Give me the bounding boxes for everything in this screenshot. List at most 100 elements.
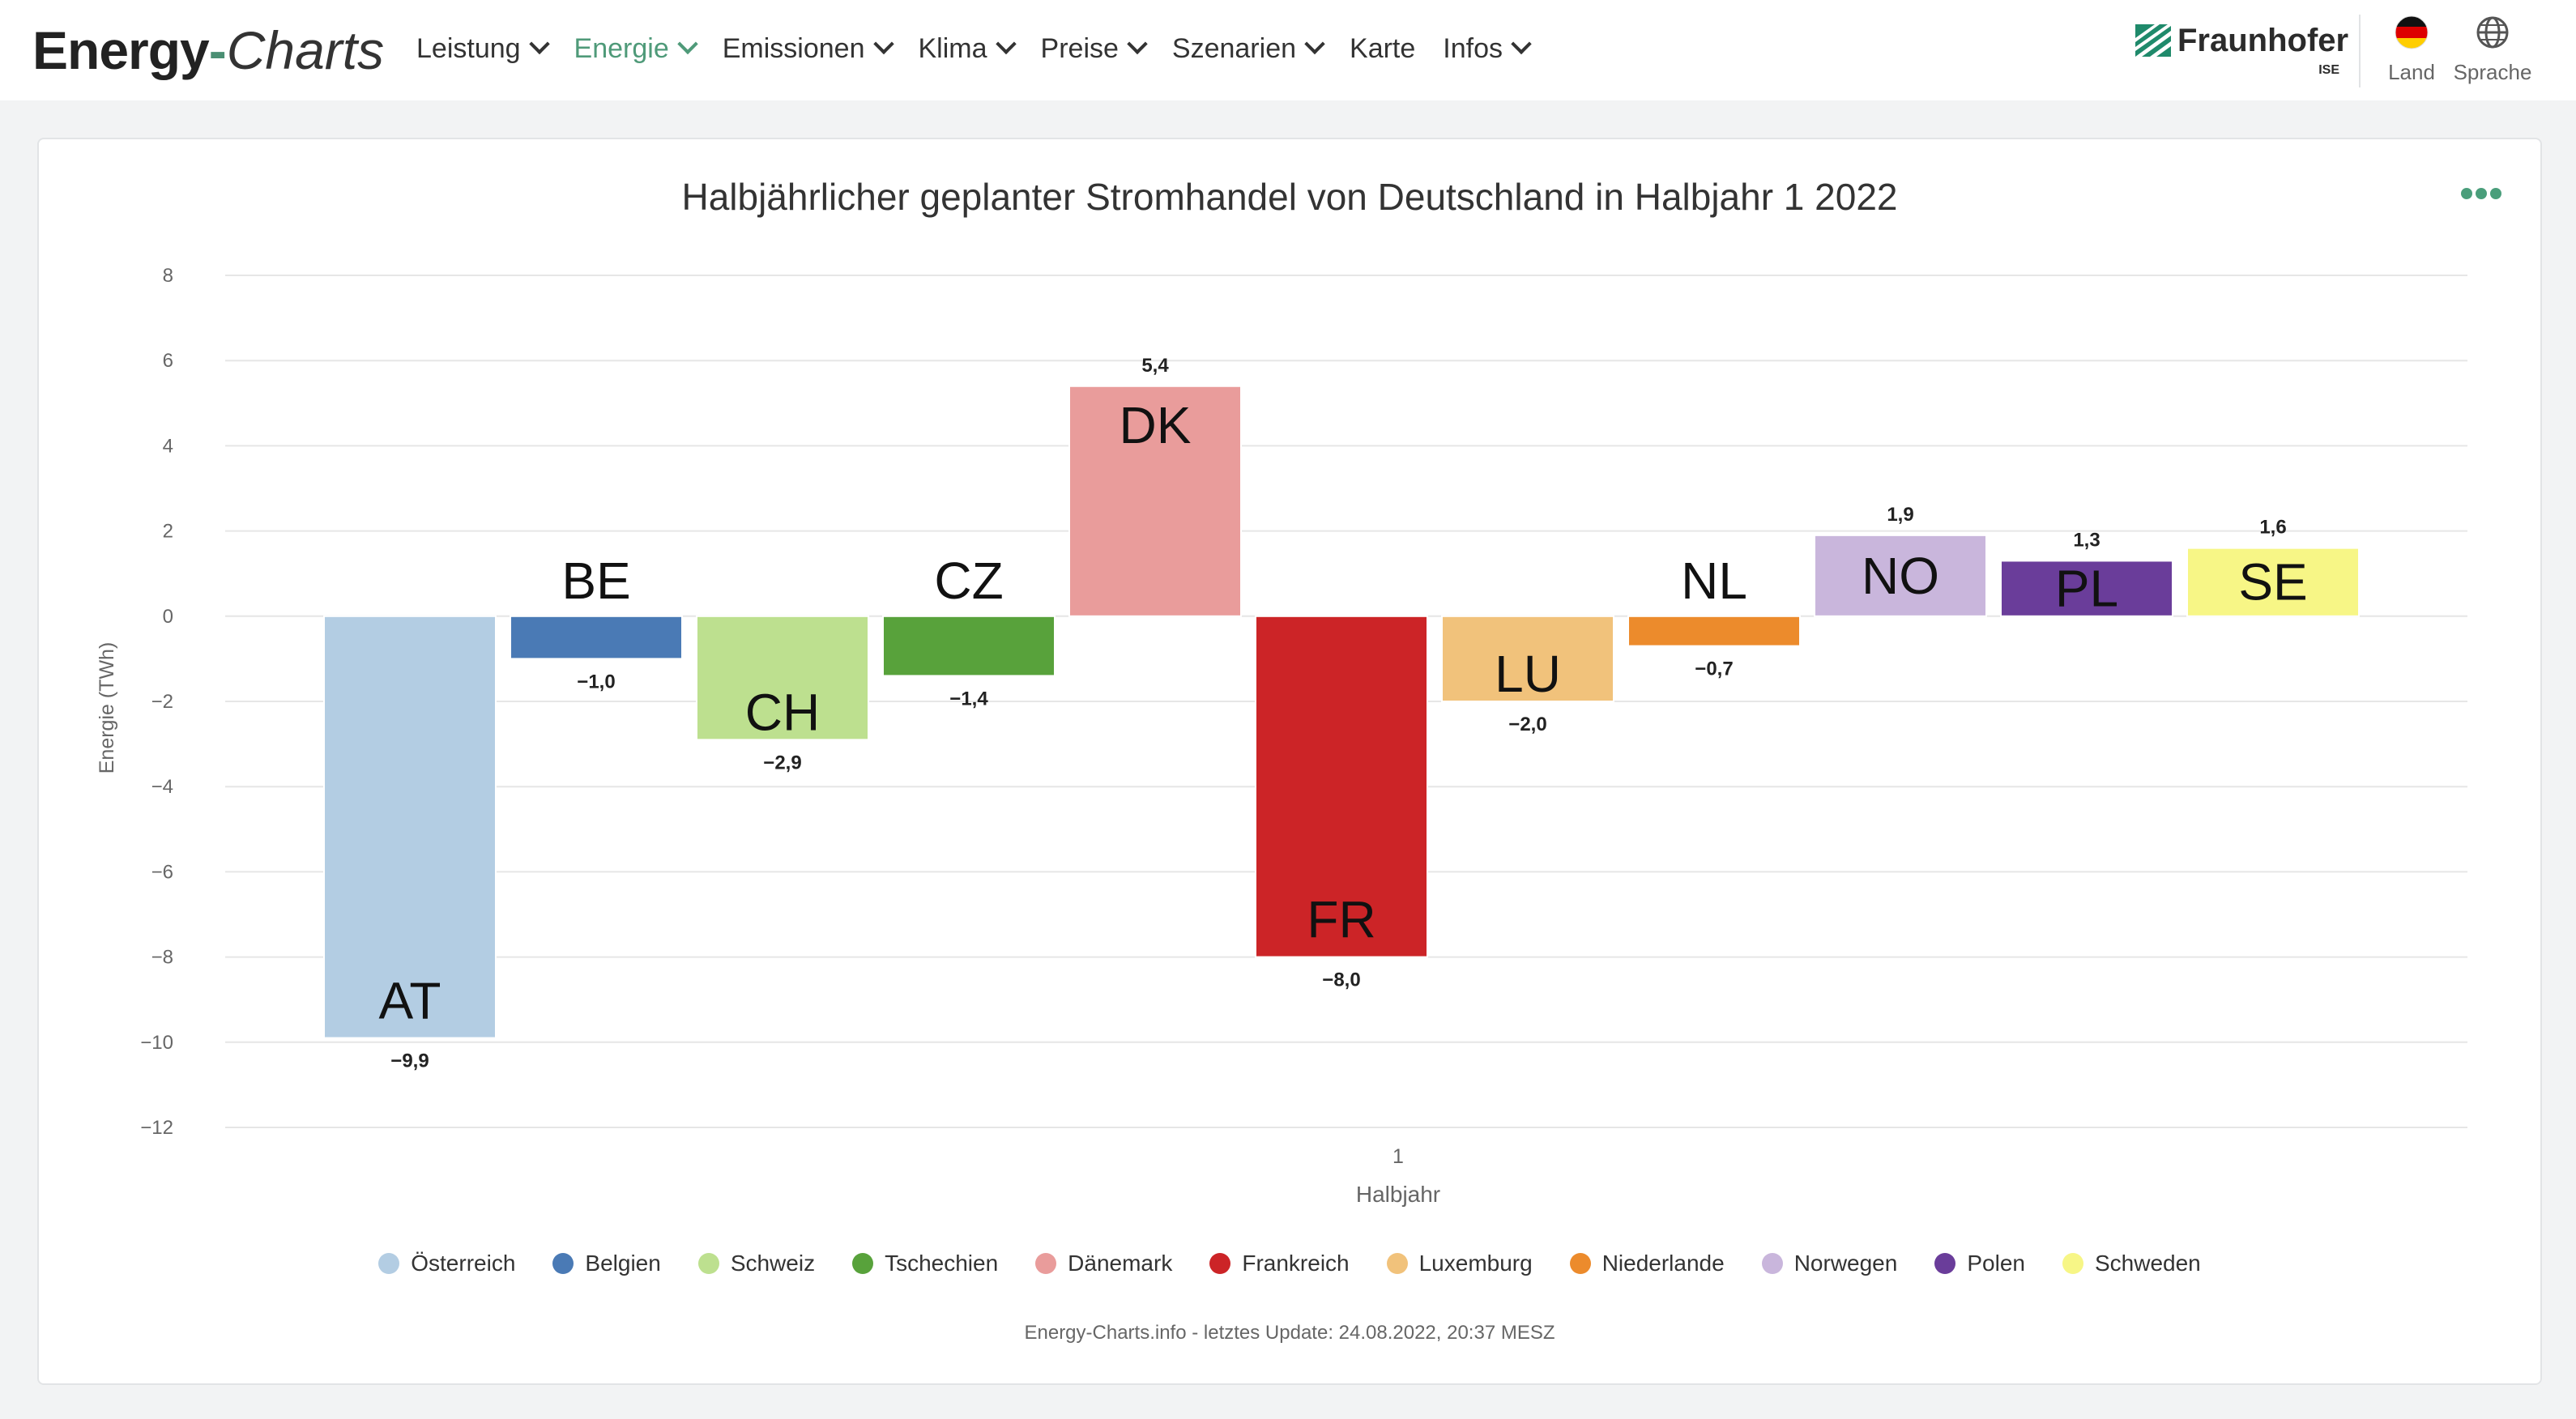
legend-marker xyxy=(2062,1253,2083,1274)
legend-label: Frankreich xyxy=(1242,1251,1350,1276)
bar-fr[interactable] xyxy=(1255,615,1428,958)
data-label: 1,6 xyxy=(2259,517,2286,539)
legend-label: Polen xyxy=(1967,1251,2025,1276)
legend-item-be[interactable]: Belgien xyxy=(552,1251,661,1276)
y-tick-label: 2 xyxy=(163,521,173,543)
bar-be[interactable] xyxy=(510,615,683,660)
nav-item-infos[interactable]: Infos xyxy=(1443,32,1532,65)
bar-dk[interactable] xyxy=(1068,385,1242,617)
nav-item-label: Infos xyxy=(1443,32,1503,64)
main-menu: Leistung Energie Emissionen Klima Preise Szen… xyxy=(416,24,1532,73)
dot-icon xyxy=(2476,188,2487,199)
legend-item-pl[interactable]: Polen xyxy=(1934,1251,2025,1276)
brand-part-1: Energy xyxy=(32,20,210,80)
nav-item-label: Preise xyxy=(1040,32,1119,64)
legend-marker xyxy=(1209,1253,1231,1274)
legend-item-fr[interactable]: Frankreich xyxy=(1209,1251,1350,1276)
x-axis-title: Halbjahr xyxy=(1356,1182,1440,1207)
y-tick-label: −2 xyxy=(151,691,173,713)
legend-item-dk[interactable]: Dänemark xyxy=(1035,1251,1172,1276)
country-code-label: CZ xyxy=(934,552,1003,610)
bar-cz[interactable] xyxy=(882,615,1056,677)
data-label: 1,9 xyxy=(1887,504,1913,526)
nav-item-emissionen[interactable]: Emissionen xyxy=(723,33,894,65)
data-label: −2,0 xyxy=(1508,714,1546,735)
nav-item-label: Leistung xyxy=(416,32,521,64)
legend-marker xyxy=(1386,1253,1408,1274)
legend-item-ch[interactable]: Schweiz xyxy=(697,1251,815,1276)
dot-icon xyxy=(2461,188,2472,199)
country-button[interactable]: Land xyxy=(2367,15,2456,87)
y-tick-label: −10 xyxy=(140,1032,173,1054)
country-code-label: NL xyxy=(1681,552,1747,610)
legend-label: Niederlande xyxy=(1601,1251,1725,1276)
bar-se[interactable] xyxy=(2186,547,2360,617)
nav-item-leistung[interactable]: Leistung xyxy=(416,32,550,65)
data-label: −2,9 xyxy=(763,752,801,773)
nav-item-szenarien[interactable]: Szenarien xyxy=(1172,33,1325,65)
brand-logo[interactable]: Energy - Charts xyxy=(32,11,384,89)
bar-no[interactable] xyxy=(1814,534,1987,617)
legend-marker xyxy=(1035,1253,1057,1274)
chart-menu-button[interactable] xyxy=(2461,188,2506,207)
chevron-down-icon xyxy=(995,33,1017,55)
legend-label: Dänemark xyxy=(1068,1251,1173,1276)
country-code-label: PL xyxy=(2055,560,2118,618)
country-code-label: FR xyxy=(1307,891,1375,949)
germany-flag-icon xyxy=(2395,15,2429,49)
fraunhofer-mark-icon xyxy=(2135,24,2171,57)
brand-dash: - xyxy=(208,20,227,80)
chart-legend: Österreich Belgien Schweiz Tschechien Dänema… xyxy=(39,1246,2540,1281)
legend-item-nl[interactable]: Niederlande xyxy=(1569,1251,1725,1276)
fraunhofer-logo[interactable]: Fraunhofer ISE xyxy=(2135,23,2348,83)
country-code-label: AT xyxy=(378,972,441,1030)
data-label: −0,7 xyxy=(1695,658,1733,680)
legend-item-at[interactable]: Österreich xyxy=(378,1251,515,1276)
y-tick-label: 4 xyxy=(163,435,173,457)
bar-pl[interactable] xyxy=(2000,560,2173,617)
chevron-down-icon xyxy=(872,33,894,55)
bar-lu[interactable] xyxy=(1441,615,1614,702)
legend-label: Schweden xyxy=(2094,1251,2201,1276)
data-label: 5,4 xyxy=(1141,355,1169,377)
y-tick-label: 8 xyxy=(163,265,173,287)
update-note: Energy-Charts.info - letztes Update: 24.… xyxy=(1024,1322,1555,1344)
x-tick-label: 1 xyxy=(1392,1145,1404,1168)
nav-item-label: Karte xyxy=(1350,32,1416,64)
language-button[interactable]: Sprache xyxy=(2448,15,2537,87)
y-tick-label: −8 xyxy=(151,947,173,969)
nav-item-klima[interactable]: Klima xyxy=(918,32,1017,65)
data-label: −1,4 xyxy=(949,688,988,710)
chevron-down-icon xyxy=(1304,33,1325,55)
country-code-label: LU xyxy=(1495,645,1561,703)
data-label: −9,9 xyxy=(390,1050,429,1072)
legend-item-lu[interactable]: Luxemburg xyxy=(1386,1251,1533,1276)
data-label: −8,0 xyxy=(1322,969,1360,991)
country-code-label: CH xyxy=(745,683,820,741)
brand-part-2: Charts xyxy=(226,20,385,80)
chart-title: Halbjährlicher geplanter Stromhandel von… xyxy=(681,176,1898,218)
legend-marker xyxy=(697,1253,719,1274)
chart-card: Halbjährlicher geplanter Stromhandel von… xyxy=(37,138,2542,1385)
legend-label: Tschechien xyxy=(885,1251,999,1276)
bar-at[interactable] xyxy=(323,615,497,1039)
nav-item-preise[interactable]: Preise xyxy=(1040,32,1148,65)
bar-ch[interactable] xyxy=(696,615,869,741)
nav-item-energie[interactable]: Energie xyxy=(574,32,698,65)
bar-nl[interactable] xyxy=(1627,615,1801,647)
nav-item-label: Energie xyxy=(574,32,669,64)
chevron-down-icon xyxy=(677,33,698,55)
legend-label: Norwegen xyxy=(1793,1251,1898,1276)
legend-marker xyxy=(552,1253,574,1274)
legend-marker xyxy=(852,1253,874,1274)
chevron-down-icon xyxy=(1127,33,1148,55)
legend-item-se[interactable]: Schweden xyxy=(2062,1251,2201,1276)
nav-item-label: Klima xyxy=(918,32,987,64)
y-tick-label: −6 xyxy=(151,861,173,883)
legend-marker xyxy=(1934,1253,1956,1274)
legend-item-cz[interactable]: Tschechien xyxy=(852,1251,998,1276)
legend-marker xyxy=(1761,1253,1783,1274)
nav-item-karte[interactable]: Karte xyxy=(1350,33,1415,65)
legend-item-no[interactable]: Norwegen xyxy=(1761,1251,1898,1276)
y-tick-label: −12 xyxy=(140,1117,173,1139)
